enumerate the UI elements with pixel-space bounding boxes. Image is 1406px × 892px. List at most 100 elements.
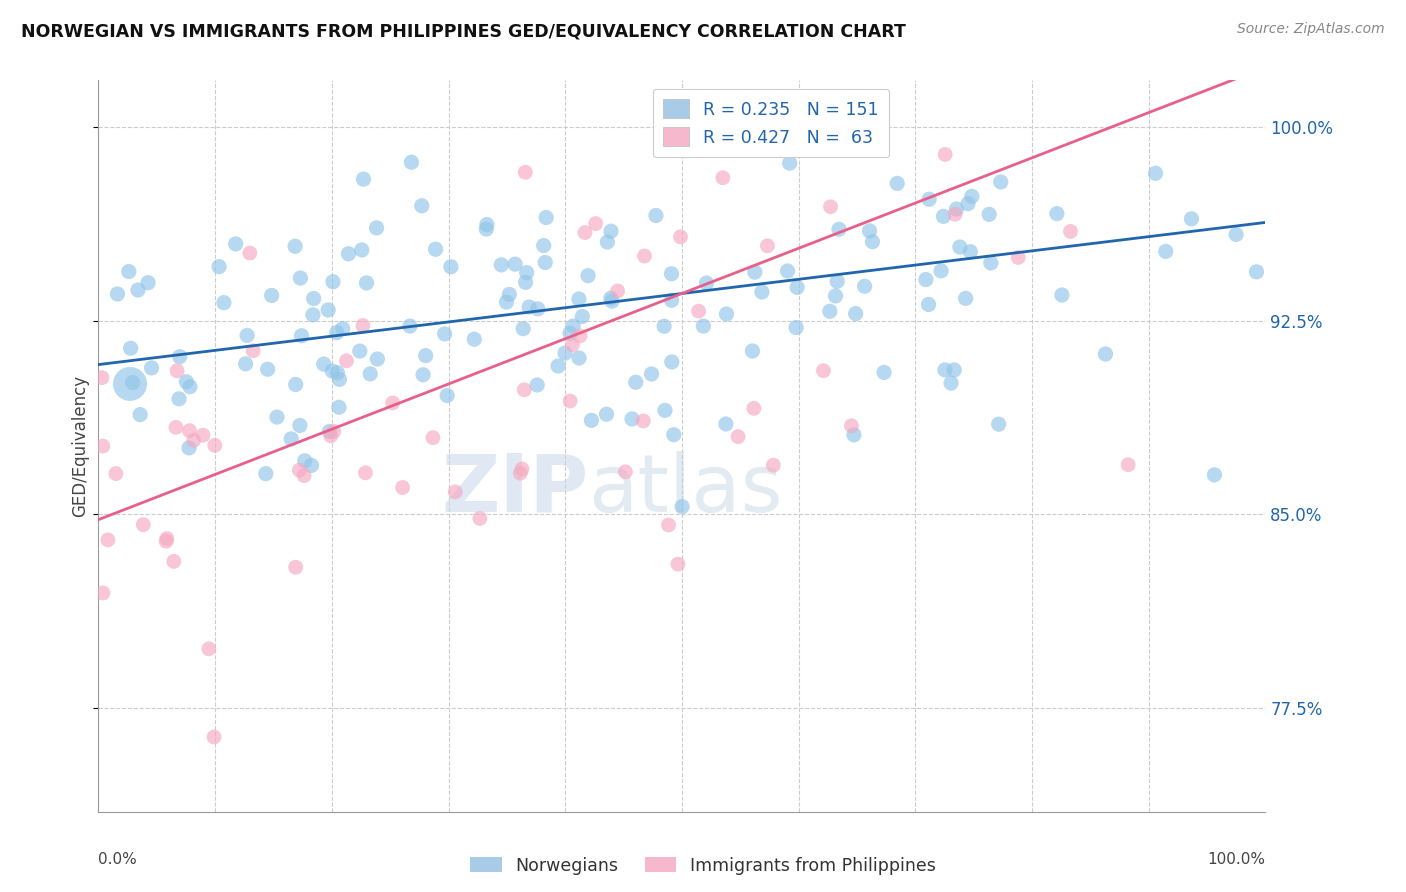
Point xyxy=(571,310,593,324)
Point xyxy=(411,199,433,213)
Point xyxy=(356,276,378,290)
Point xyxy=(204,438,226,452)
Point xyxy=(302,308,325,322)
Point xyxy=(828,222,851,236)
Point xyxy=(212,295,235,310)
Point xyxy=(242,343,264,358)
Point xyxy=(290,328,312,343)
Point xyxy=(1059,224,1081,238)
Point xyxy=(1180,211,1202,226)
Point xyxy=(688,304,710,318)
Point xyxy=(225,236,247,251)
Point xyxy=(515,275,537,289)
Point xyxy=(322,425,344,439)
Point xyxy=(433,326,456,341)
Point xyxy=(727,430,749,444)
Point xyxy=(841,418,863,433)
Point xyxy=(239,246,262,260)
Point xyxy=(662,427,685,442)
Point xyxy=(949,240,972,254)
Point xyxy=(97,533,120,547)
Text: atlas: atlas xyxy=(589,450,783,529)
Point xyxy=(779,156,801,170)
Point xyxy=(179,380,201,394)
Point xyxy=(167,392,190,406)
Point xyxy=(118,264,141,278)
Point xyxy=(335,353,357,368)
Point xyxy=(842,428,865,442)
Point xyxy=(645,209,668,223)
Point xyxy=(652,319,675,334)
Point xyxy=(515,165,537,179)
Point xyxy=(534,255,557,269)
Point xyxy=(666,557,689,571)
Point xyxy=(820,200,842,214)
Point xyxy=(934,363,956,377)
Point xyxy=(979,207,1001,221)
Point xyxy=(91,439,114,453)
Point xyxy=(312,357,335,371)
Point xyxy=(127,283,149,297)
Point xyxy=(1225,227,1247,242)
Point xyxy=(513,383,536,397)
Point xyxy=(711,170,734,185)
Point xyxy=(858,224,880,238)
Point xyxy=(633,414,655,428)
Point xyxy=(91,370,114,384)
Point xyxy=(176,375,198,389)
Point xyxy=(463,332,485,346)
Point xyxy=(1204,467,1226,482)
Legend: R = 0.235   N = 151, R = 0.427   N =  63: R = 0.235 N = 151, R = 0.427 N = 63 xyxy=(652,89,889,157)
Point xyxy=(104,467,127,481)
Text: ZIP: ZIP xyxy=(441,450,589,529)
Point xyxy=(475,222,498,236)
Point xyxy=(202,730,225,744)
Point xyxy=(183,434,205,448)
Point xyxy=(654,403,676,417)
Point xyxy=(1246,265,1268,279)
Point xyxy=(328,401,350,415)
Point xyxy=(990,175,1012,189)
Point xyxy=(945,202,967,216)
Point xyxy=(509,466,531,480)
Point xyxy=(512,321,534,335)
Point xyxy=(695,276,717,290)
Point xyxy=(657,517,679,532)
Point xyxy=(495,295,517,310)
Point xyxy=(862,235,884,249)
Point xyxy=(824,289,846,303)
Point xyxy=(1050,288,1073,302)
Point xyxy=(534,211,557,225)
Point xyxy=(136,276,159,290)
Point xyxy=(929,264,952,278)
Point xyxy=(776,264,799,278)
Point xyxy=(633,249,655,263)
Point xyxy=(825,274,848,288)
Point xyxy=(1144,166,1167,180)
Point xyxy=(661,267,683,281)
Point xyxy=(280,432,302,446)
Text: NORWEGIAN VS IMMIGRANTS FROM PHILIPPINES GED/EQUIVALENCY CORRELATION CHART: NORWEGIAN VS IMMIGRANTS FROM PHILIPPINES… xyxy=(21,22,905,40)
Point xyxy=(155,534,177,549)
Point xyxy=(325,326,347,340)
Point xyxy=(288,463,311,477)
Point xyxy=(260,288,283,302)
Point xyxy=(918,192,941,206)
Point xyxy=(568,292,591,306)
Point xyxy=(191,428,214,442)
Point xyxy=(118,376,141,391)
Point xyxy=(558,326,581,341)
Point xyxy=(328,372,350,386)
Point xyxy=(956,196,979,211)
Point xyxy=(716,307,738,321)
Point xyxy=(980,256,1002,270)
Point xyxy=(498,287,520,301)
Point xyxy=(568,329,591,343)
Point xyxy=(661,293,683,308)
Point xyxy=(845,307,868,321)
Point xyxy=(1154,244,1177,259)
Point xyxy=(235,357,257,371)
Point xyxy=(762,458,785,473)
Point xyxy=(858,135,880,149)
Point xyxy=(208,260,231,274)
